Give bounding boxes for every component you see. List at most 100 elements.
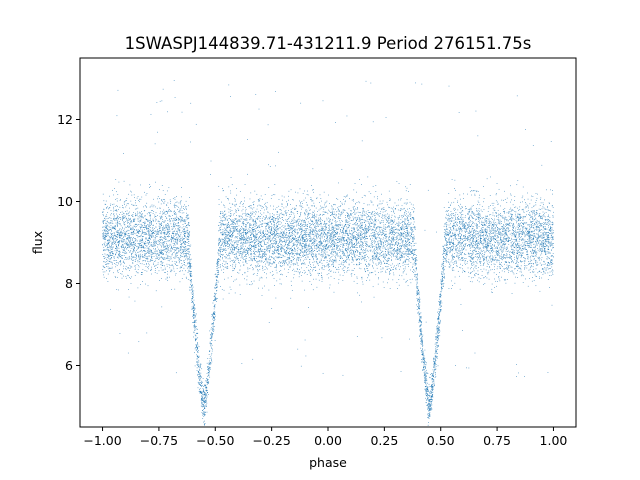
data-point [428,404,430,406]
data-point [131,259,133,260]
data-point [430,392,432,394]
data-point [490,259,492,261]
data-point [490,248,491,250]
data-point [385,255,387,257]
data-point [362,283,364,285]
data-point [287,248,289,250]
data-point [310,248,312,250]
data-point [235,236,237,237]
data-point [518,231,520,233]
data-point [412,218,414,219]
data-point [388,244,390,245]
data-point [449,264,451,265]
data-point [163,233,165,235]
data-point [331,223,333,224]
data-point [527,253,528,255]
data-point [383,214,385,216]
data-point [120,256,121,257]
data-point [346,221,348,222]
data-point [330,245,332,247]
data-point [291,290,293,291]
data-point [514,237,516,238]
data-point [450,261,452,263]
data-point [396,249,397,251]
data-point [236,241,238,243]
data-point [470,246,472,248]
data-point [503,255,504,257]
data-point [496,247,498,249]
data-point [296,220,298,221]
data-point [232,251,234,253]
data-point [454,198,456,199]
data-point [485,228,486,230]
data-point [339,220,340,222]
data-point [321,267,322,269]
data-point [535,236,537,238]
data-point [365,224,366,226]
data-point [302,246,303,248]
data-point [216,280,218,282]
data-point [115,222,117,224]
data-point [485,276,486,277]
data-point [452,285,453,286]
data-point [138,265,139,266]
data-point [391,223,393,225]
data-point [486,245,487,247]
data-point [246,240,248,241]
data-point [209,376,211,378]
data-point [341,268,343,270]
data-point [500,234,502,236]
data-point [224,214,226,215]
data-point [293,253,294,254]
data-point [469,208,471,210]
data-point [175,241,177,243]
data-point [438,318,440,319]
data-point [120,238,122,239]
data-point [259,220,260,222]
data-point [262,226,263,227]
data-point [492,250,494,252]
data-point [194,315,196,317]
data-point [173,224,174,226]
data-point [165,226,166,228]
data-point [336,221,338,222]
data-point [312,215,314,216]
data-point [349,250,350,252]
data-point [289,216,291,217]
data-point [535,261,537,263]
data-point [458,215,459,217]
data-point [123,241,124,243]
data-point [269,226,270,228]
data-point [524,234,526,236]
data-point [110,251,112,252]
data-point [517,269,518,271]
data-point [228,224,229,225]
data-point [531,216,533,218]
data-point [116,218,118,220]
data-point [442,284,444,286]
data-point [294,253,296,255]
data-point [171,229,173,230]
data-point [471,237,472,239]
data-point [350,241,351,243]
data-point [345,248,347,249]
data-point [407,233,408,234]
data-point [149,242,151,244]
data-point [356,244,358,246]
data-point [142,245,144,247]
data-point [327,247,328,249]
data-point [533,253,535,255]
data-point [511,245,513,247]
data-point [519,249,521,250]
data-point [286,232,287,234]
data-point [490,240,491,242]
data-point [472,239,473,241]
data-point [179,267,181,269]
data-point [507,224,509,226]
data-point [156,256,158,257]
data-point [467,267,469,269]
data-point [226,266,228,268]
data-point [247,214,249,216]
data-point [173,238,174,240]
data-point [222,234,223,235]
